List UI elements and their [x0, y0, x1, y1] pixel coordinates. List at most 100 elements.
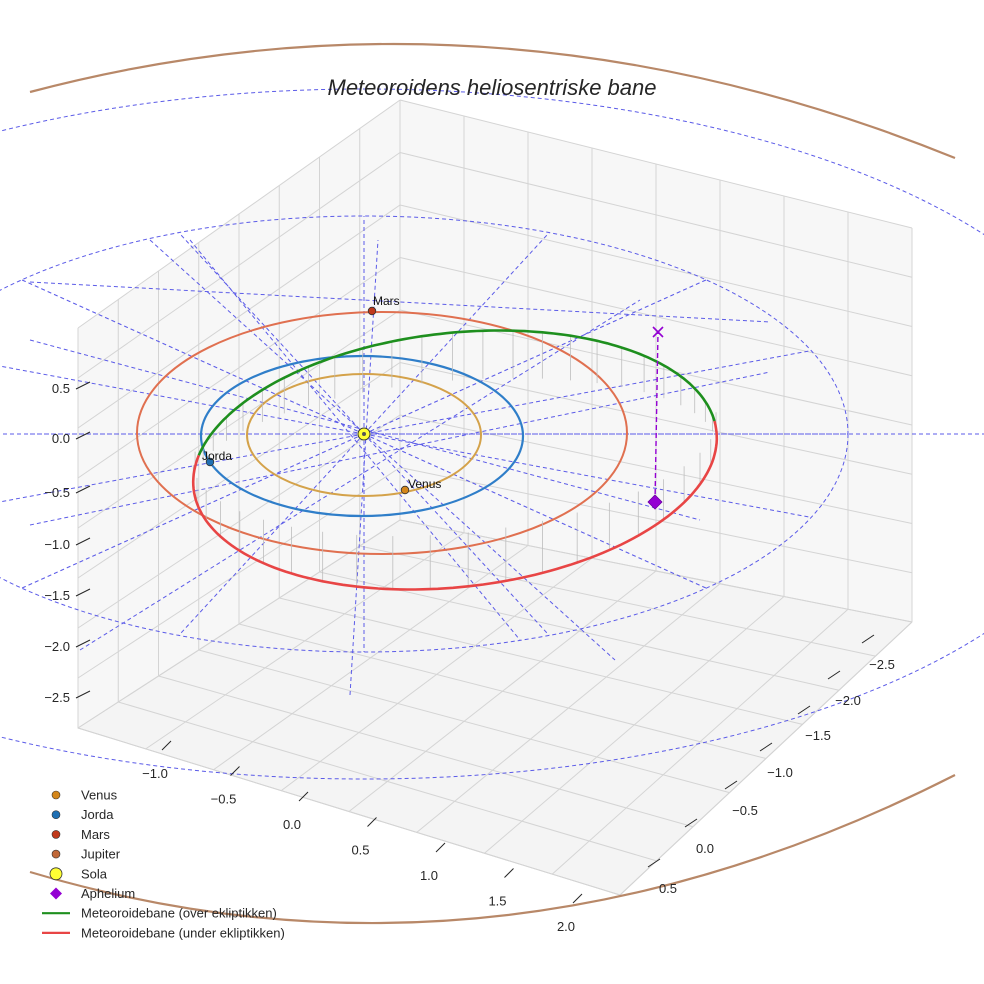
orbit-jorda — [199, 354, 525, 518]
legend-label: Meteoroidebane (over ekliptikken) — [81, 906, 277, 921]
meteoroid-orbit-over-ekliptikken — [197, 329, 716, 456]
reference-spoke — [363, 350, 812, 435]
meteoroid-orbit — [191, 329, 719, 591]
z-tick-label: −2.5 — [44, 690, 70, 705]
planet-label-jorda: Jorda — [202, 449, 232, 463]
aphelium-marker — [647, 494, 663, 510]
z-tick-mark — [75, 431, 91, 440]
x-tick-label: −1.0 — [142, 766, 168, 781]
x-tick-label: 2.0 — [557, 919, 575, 934]
grid-line-floor-a — [279, 597, 803, 725]
x-tick-mark — [367, 817, 377, 827]
x-tick-mark — [572, 893, 583, 904]
legend-label: Sola — [81, 866, 108, 881]
grid-line-floor-b — [551, 608, 849, 875]
z-tick-mark — [75, 639, 91, 648]
x-tick-label: −0.5 — [211, 792, 237, 807]
legend-item: Meteoroidebane (over ekliptikken) — [42, 906, 277, 921]
orbit-mars — [136, 311, 628, 555]
legend-label: Jupiter — [81, 847, 121, 862]
legend-item: Jorda — [51, 807, 114, 822]
z-tick-mark — [75, 381, 91, 390]
grid-line-floor-b — [484, 596, 785, 854]
reference-spoke — [0, 365, 365, 435]
chart-title: Meteoroidens heliosentriske bane — [328, 75, 657, 100]
legend-marker-dot — [51, 810, 61, 820]
reference-circle-outer — [0, 88, 984, 780]
x-tick-label: 1.0 — [420, 868, 438, 883]
grid-line-floor-b — [348, 570, 657, 812]
legend-marker-dot — [51, 830, 61, 839]
y-tick-label: −0.5 — [732, 803, 758, 818]
reference-spoke — [363, 433, 550, 636]
orbit-jupiter-bottom — [29, 774, 956, 925]
y-tick-mark — [861, 634, 875, 644]
planet-label-mars: Mars — [373, 294, 400, 308]
z-tick-label: −1.5 — [44, 588, 70, 603]
y-tick-mark — [647, 858, 661, 868]
z-tick-label: −0.5 — [44, 485, 70, 500]
legend: Venus Jorda Mars Jupiter Sola Aphelium Meteoro… — [42, 788, 285, 940]
z-tick-label: 0.0 — [52, 431, 70, 446]
y-tick-mark — [797, 705, 811, 715]
legend-item: Mars — [51, 827, 110, 842]
axis-ticks: 0.5 0.0 −0.5 −1.0 −1.5 −2.0 −2.5 −1.0 −0.5 0.0 0.5… — [44, 381, 895, 934]
grid-lines — [77, 99, 913, 896]
legend-label: Aphelium — [81, 886, 135, 901]
y-tick-label: −2.0 — [835, 693, 861, 708]
reference-radial-line — [349, 239, 379, 696]
legend-item: Aphelium — [50, 886, 135, 901]
grid-line-floor-a — [399, 519, 913, 623]
x-tick-label: 1.5 — [488, 894, 506, 909]
planet-marker-mars — [367, 306, 377, 316]
pane-floor — [78, 520, 912, 895]
grid-line-back-horizontal — [399, 257, 913, 377]
reference-spoke — [178, 433, 365, 636]
y-tick-label: −1.0 — [767, 765, 793, 780]
reference-spoke — [0, 433, 365, 503]
legend-item: Sola — [49, 866, 108, 881]
legend-marker-dot — [51, 849, 61, 859]
legend-label: Mars — [81, 827, 110, 842]
x-tick-label: 0.0 — [283, 817, 301, 832]
planet-orbits — [29, 42, 956, 925]
reference-radial-line — [189, 239, 521, 641]
grid-line-back-horizontal — [399, 152, 913, 278]
legend-item: Jupiter — [51, 847, 121, 862]
reference-spoke — [178, 232, 365, 435]
reference-spoke — [363, 433, 812, 518]
grid-line-floor-b — [416, 583, 721, 833]
x-tick-mark — [161, 740, 172, 751]
x-tick-mark — [504, 868, 514, 878]
z-tick-mark — [75, 485, 91, 494]
grid-line-floor-a — [319, 571, 840, 691]
z-tick-label: −2.0 — [44, 639, 70, 654]
y-tick-label: 0.5 — [659, 881, 677, 896]
legend-marker-sun — [49, 867, 63, 881]
y-tick-mark — [759, 742, 773, 752]
x-tick-mark — [298, 791, 309, 802]
legend-marker-dot — [51, 790, 61, 800]
z-tick-label: 0.5 — [52, 381, 70, 396]
x-tick-label: 0.5 — [351, 843, 369, 858]
z-tick-mark — [75, 690, 91, 699]
y-tick-label: −2.5 — [869, 657, 895, 672]
planet-label-venus: Venus — [408, 477, 441, 491]
legend-item: Venus — [51, 788, 118, 803]
grid-line-back-horizontal — [399, 467, 913, 574]
legend-label: Meteoroidebane (under ekliptikken) — [81, 925, 285, 940]
z-tick-mark — [75, 588, 91, 597]
body-markers: Venus Jorda Mars — [202, 294, 664, 510]
planet-marker-venus — [400, 485, 410, 495]
y-tick-label: −1.5 — [805, 728, 831, 743]
orbit-venus — [246, 373, 482, 497]
y-tick-label: 0.0 — [696, 841, 714, 856]
grid-line-back-horizontal — [399, 309, 913, 426]
sun-marker-core — [362, 432, 366, 436]
y-tick-mark — [724, 780, 738, 790]
x-tick-mark — [230, 766, 240, 776]
reference-radial-line — [29, 281, 771, 323]
aphelium-height-line — [654, 331, 659, 503]
ecliptic-reference-lines — [0, 88, 984, 780]
